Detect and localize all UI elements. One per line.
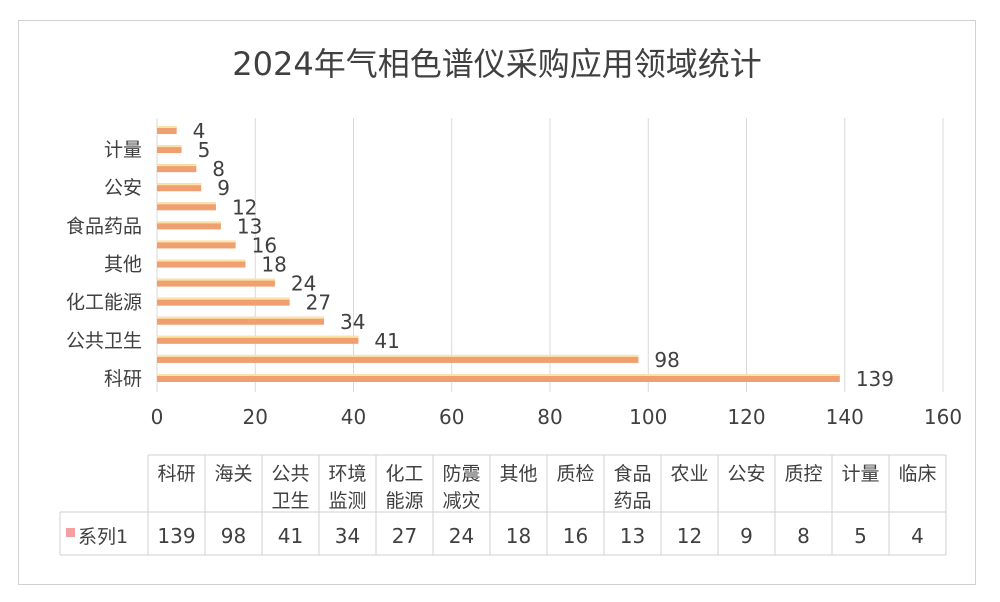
table-value-cell: 27 [392, 524, 417, 548]
table-header-cell: 能源 [385, 490, 423, 512]
table-header-cell: 公安 [727, 463, 765, 485]
table-header-cell: 计量 [841, 463, 879, 485]
data-label: 18 [261, 253, 286, 277]
series-name: 系列1 [78, 526, 128, 548]
bar-临床 [157, 126, 177, 134]
bar-highlight [157, 183, 202, 186]
bar-highlight [157, 145, 182, 148]
table-value-cell: 34 [335, 524, 360, 548]
data-label: 5 [198, 138, 211, 162]
legend-key [66, 528, 75, 537]
chart-frame [18, 20, 976, 585]
bar-计量 [157, 145, 182, 154]
y-axis-label: 化工能源 [66, 292, 142, 314]
table-value-cell: 12 [677, 524, 702, 548]
table-header-cell: 环境 [328, 463, 366, 485]
bar-highlight [157, 202, 216, 205]
bar-highlight [157, 374, 840, 376]
data-label: 12 [232, 195, 257, 219]
table-value-cell: 41 [278, 524, 303, 548]
data-label: 4 [193, 119, 206, 143]
y-axis-label: 其他 [104, 254, 142, 276]
bar-highlight [157, 164, 197, 167]
x-tick-label: 20 [243, 405, 268, 429]
table-header-cell: 质检 [556, 463, 594, 485]
table-value-cell: 5 [854, 524, 867, 548]
table-value-cell: 16 [563, 524, 588, 548]
data-label: 41 [374, 329, 399, 353]
bar-其他 [157, 259, 246, 268]
data-label: 16 [252, 233, 277, 257]
y-axis-label: 公安 [104, 177, 142, 199]
table-header-cell: 化工 [385, 463, 423, 485]
bar-highlight [157, 126, 177, 128]
data-label: 34 [340, 310, 365, 334]
bar-食品药品 [157, 221, 221, 230]
table-value-cell: 4 [911, 524, 924, 548]
table-header-cell: 其他 [499, 463, 537, 485]
data-label: 139 [856, 367, 894, 391]
table-header-cell: 卫生 [271, 490, 309, 512]
data-label: 24 [291, 272, 316, 296]
x-tick-label: 40 [341, 405, 366, 429]
table-header-cell: 质控 [784, 463, 822, 485]
bar-防震减灾 [157, 278, 275, 287]
table-header-cell: 公共 [271, 463, 309, 485]
table-header-cell: 农业 [670, 463, 708, 485]
data-label: 9 [217, 176, 230, 200]
x-tick-label: 100 [629, 405, 667, 429]
table-value-cell: 98 [221, 524, 246, 548]
table-value-cell: 8 [797, 524, 810, 548]
table-header-cell: 海关 [214, 463, 252, 485]
x-tick-label: 120 [727, 405, 765, 429]
x-tick-label: 140 [826, 405, 864, 429]
x-tick-label: 60 [439, 405, 464, 429]
table-value-cell: 18 [506, 524, 531, 548]
bar-化工能源 [157, 297, 290, 306]
bar-highlight [157, 240, 236, 243]
bar-highlight [157, 278, 275, 281]
bar-农业 [157, 202, 216, 211]
bar-公安 [157, 183, 202, 192]
table-value-cell: 139 [157, 524, 195, 548]
bar-highlight [157, 354, 639, 357]
table-header-cell: 食品 [613, 463, 651, 485]
x-tick-label: 0 [151, 405, 164, 429]
bar-质检 [157, 240, 236, 249]
y-axis-label: 计量 [104, 139, 142, 161]
bar-质控 [157, 164, 197, 173]
data-label: 13 [237, 214, 262, 238]
bar-highlight [157, 297, 290, 300]
bar-海关 [157, 354, 639, 363]
data-label: 27 [306, 291, 331, 315]
bar-科研 [157, 374, 840, 382]
bar-环境监测 [157, 316, 325, 325]
table-value-cell: 9 [740, 524, 753, 548]
table-value-cell: 13 [620, 524, 645, 548]
data-label: 8 [212, 157, 225, 181]
x-tick-label: 160 [924, 405, 962, 429]
data-label: 98 [654, 348, 679, 372]
y-axis-label: 公共卫生 [66, 330, 142, 352]
y-axis-label: 食品药品 [66, 215, 142, 237]
table-header-cell: 临床 [898, 463, 936, 485]
table-value-cell: 24 [449, 524, 474, 548]
x-tick-label: 80 [537, 405, 562, 429]
chart-title: 2024年气相色谱仪采购应用领域统计 [232, 45, 761, 83]
bar-highlight [157, 221, 221, 224]
y-axis-label: 科研 [104, 368, 142, 390]
table-header-cell: 科研 [157, 463, 195, 485]
bar-highlight [157, 316, 325, 319]
bar-highlight [157, 259, 246, 262]
table-header-cell: 防震 [442, 463, 480, 485]
bar-公共卫生 [157, 335, 359, 344]
table-header-cell: 药品 [613, 490, 651, 512]
bar-highlight [157, 335, 359, 338]
table-header-cell: 减灾 [442, 490, 480, 512]
table-header-cell: 监测 [328, 490, 366, 512]
